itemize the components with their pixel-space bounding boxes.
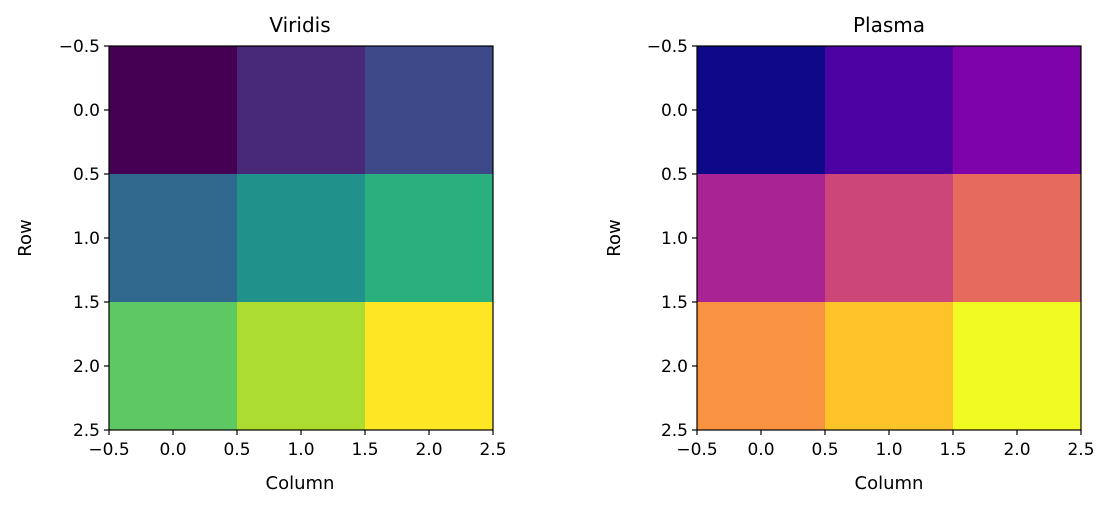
- chart-title: Plasma: [853, 13, 925, 37]
- y-tick-label: 0.0: [73, 101, 100, 121]
- heatmap-cell-r0-c2: [365, 46, 493, 174]
- plot-area-frame: [108, 45, 494, 431]
- plot-area-frame: [696, 45, 1082, 431]
- heatmap-cell-r1-c0: [109, 174, 237, 302]
- heatmap-cell-r0-c1: [237, 46, 365, 174]
- x-axis-label: Column: [855, 473, 924, 494]
- heatmap-cell-r0-c2: [953, 46, 1081, 174]
- heatmap-cell-r2-c0: [697, 302, 825, 430]
- y-tick-label: −0.5: [59, 37, 100, 57]
- x-tick-label: 1.0: [287, 440, 314, 460]
- x-tick-label: 2.5: [479, 440, 506, 460]
- x-tick-label: 2.5: [1067, 440, 1094, 460]
- y-axis-ticks: −0.5 0.0 0.5 1.0 1.5 2.0 2.5: [647, 37, 697, 441]
- y-tick-label: 1.0: [73, 229, 100, 249]
- x-tick-label: 2.0: [1003, 440, 1030, 460]
- x-tick-label: 0.5: [223, 440, 250, 460]
- heatmap-cells: [697, 46, 1081, 430]
- y-tick-label: 1.0: [661, 229, 688, 249]
- chart-title: Viridis: [269, 13, 330, 37]
- y-axis-label: Row: [15, 219, 36, 256]
- y-tick-label: 2.0: [661, 357, 688, 377]
- heatmap-cell-r0-c0: [697, 46, 825, 174]
- y-axis-ticks: −0.5 0.0 0.5 1.0 1.5 2.0 2.5: [59, 37, 109, 441]
- y-tick-label: 2.5: [73, 421, 100, 441]
- heatmap-cell-r2-c1: [825, 302, 953, 430]
- y-tick-label: 0.0: [661, 101, 688, 121]
- y-tick-label: 0.5: [661, 165, 688, 185]
- heatmap-cell-r1-c1: [237, 174, 365, 302]
- y-tick-label: 1.5: [73, 293, 100, 313]
- heatmap-cell-r2-c2: [365, 302, 493, 430]
- plasma-heatmap-panel: Plasma −0.5 0.0 0.5 1.0 1.5 2.0 2.5 −0.5 0.0 0.5…: [604, 13, 1095, 494]
- heatmap-cell-r2-c1: [237, 302, 365, 430]
- x-tick-label: 1.0: [875, 440, 902, 460]
- x-axis-ticks: −0.5 0.0 0.5 1.0 1.5 2.0 2.5: [676, 430, 1095, 460]
- heatmap-cell-r1-c0: [697, 174, 825, 302]
- x-tick-label: 1.5: [939, 440, 966, 460]
- x-tick-label: 0.5: [811, 440, 838, 460]
- heatmap-cell-r1-c1: [825, 174, 953, 302]
- x-axis-ticks: −0.5 0.0 0.5 1.0 1.5 2.0 2.5: [88, 430, 507, 460]
- heatmap-cell-r2-c0: [109, 302, 237, 430]
- x-tick-label: 2.0: [415, 440, 442, 460]
- heatmap-cells: [109, 46, 493, 430]
- y-tick-label: 1.5: [661, 293, 688, 313]
- heatmap-cell-r0-c0: [109, 46, 237, 174]
- y-axis-label: Row: [604, 219, 625, 256]
- heatmap-cell-r1-c2: [365, 174, 493, 302]
- heatmap-cell-r2-c2: [953, 302, 1081, 430]
- x-axis-label: Column: [266, 473, 335, 494]
- y-tick-label: 2.5: [661, 421, 688, 441]
- y-tick-label: 2.0: [73, 357, 100, 377]
- heatmap-cell-r1-c2: [953, 174, 1081, 302]
- heatmap-cell-r0-c1: [825, 46, 953, 174]
- x-tick-label: 1.5: [351, 440, 378, 460]
- x-tick-label: −0.5: [88, 440, 129, 460]
- y-tick-label: 0.5: [73, 165, 100, 185]
- x-tick-label: 0.0: [747, 440, 774, 460]
- y-tick-label: −0.5: [647, 37, 688, 57]
- viridis-heatmap-panel: Viridis −0.5 0.0 0.5 1.0 1.5 2.0 2.5 −0.5 0.0 0.…: [15, 13, 507, 494]
- x-tick-label: −0.5: [676, 440, 717, 460]
- x-tick-label: 0.0: [159, 440, 186, 460]
